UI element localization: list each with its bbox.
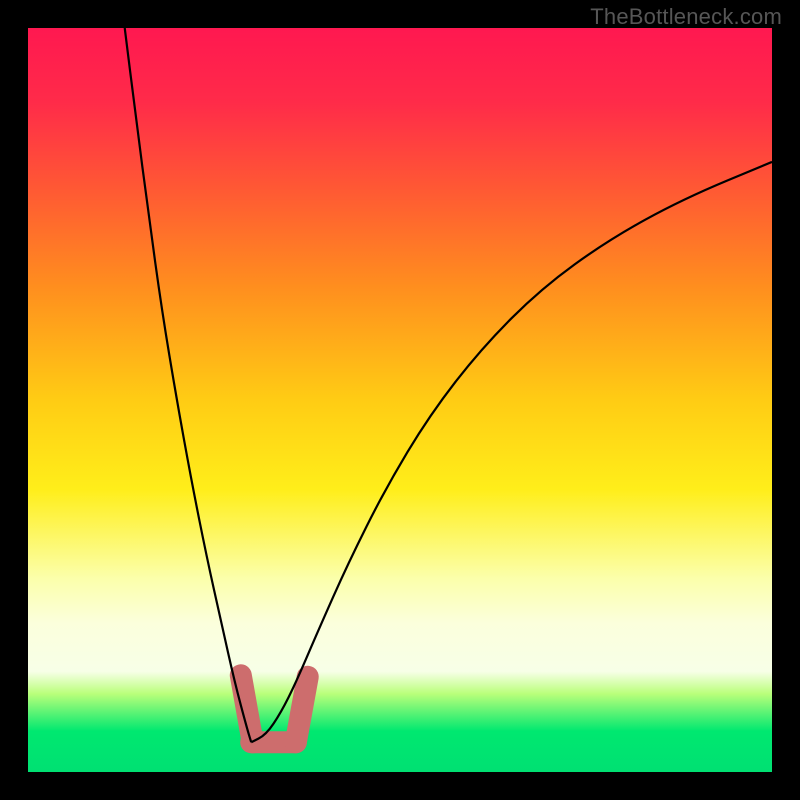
watermark: TheBottleneck.com <box>590 4 782 30</box>
chart-svg <box>28 28 772 772</box>
plot-area <box>28 28 772 772</box>
bottleneck-curve-left <box>125 28 251 742</box>
bottleneck-curve-right <box>251 162 772 742</box>
highlight-strokes <box>241 675 308 742</box>
